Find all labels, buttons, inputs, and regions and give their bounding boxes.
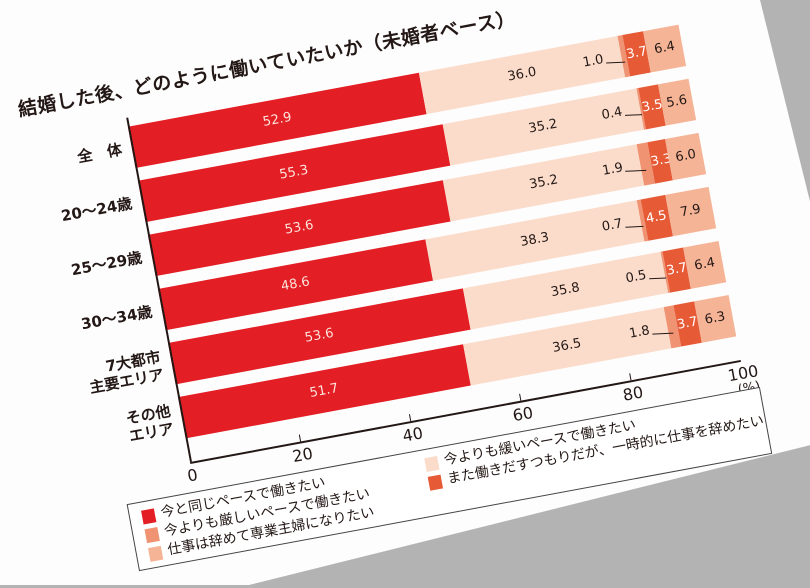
value-label: 6.3 (703, 309, 727, 328)
category-label: 全 体 (2, 140, 124, 180)
x-tick-label: 80 (621, 382, 645, 405)
legend-swatch (144, 526, 160, 543)
category-label: その他 エリア (51, 402, 175, 459)
category-label-line: 20～24歳 (59, 194, 134, 226)
legend-swatch (147, 545, 164, 562)
x-tick (408, 414, 412, 422)
x-tick-label: 0 (185, 465, 200, 486)
x-tick-label: 40 (400, 423, 425, 446)
category-label: 7大都市 主要エリア (41, 348, 166, 405)
value-label: 6.0 (674, 146, 698, 166)
legend-swatch (424, 455, 440, 472)
category-label: 20～24歳 (12, 194, 134, 234)
category-label-line: 全 体 (75, 140, 124, 167)
value-label: 6.4 (653, 38, 677, 58)
x-tick (298, 434, 302, 442)
category-label-line: 25～29歳 (69, 248, 144, 280)
x-tick-label: 60 (511, 402, 535, 426)
value-label: 7.9 (678, 201, 703, 221)
category-label: 30～34歳 (32, 302, 154, 343)
x-tick-label: 20 (290, 443, 315, 467)
category-label-line: 30～34歳 (79, 302, 154, 334)
legend-swatch (140, 507, 157, 525)
x-tick (629, 373, 632, 381)
value-label: 6.4 (693, 255, 717, 274)
category-label: 25～29歳 (22, 248, 144, 288)
value-label: 5.6 (665, 92, 689, 112)
legend-swatch (427, 474, 443, 491)
x-tick (519, 393, 522, 401)
